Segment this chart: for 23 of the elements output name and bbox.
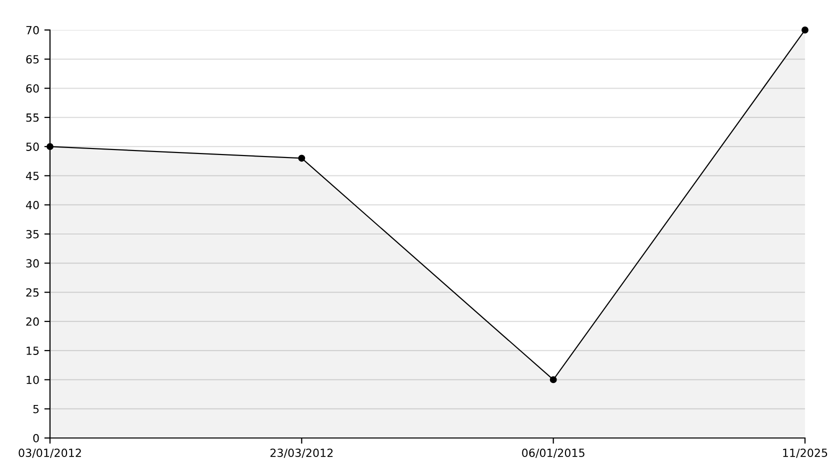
- y-tick-label: 5: [33, 404, 39, 414]
- point: [550, 376, 557, 384]
- y-tick-label: 35: [26, 230, 39, 238]
- x-tick-label: 03/01/2012: [18, 448, 81, 458]
- y-tick-label: 25: [26, 288, 39, 297]
- x-tick-label: 11/2025: [783, 448, 828, 458]
- y-tick-label: 60: [26, 84, 39, 93]
- x-tick-label: 23/03/2012: [270, 448, 333, 458]
- point: [298, 154, 306, 162]
- y-tick-label: 40: [26, 200, 39, 210]
- y-tick-label: 15: [26, 346, 39, 355]
- y-tick-label: 65: [26, 55, 39, 64]
- y-tick-label: 70: [26, 26, 39, 34]
- y-tick-label: 0: [33, 434, 39, 442]
- y-tick-label: 55: [26, 114, 39, 122]
- y-tick-label: 50: [26, 142, 39, 151]
- x-tick-label: 06/01/2015: [522, 448, 584, 458]
- y-tick-label: 45: [26, 172, 39, 180]
- y-tick-label: 30: [26, 259, 39, 268]
- point: [46, 143, 54, 150]
- y-tick-label: 10: [26, 376, 39, 384]
- y-tick-label: 20: [26, 317, 39, 326]
- point: [802, 26, 808, 34]
